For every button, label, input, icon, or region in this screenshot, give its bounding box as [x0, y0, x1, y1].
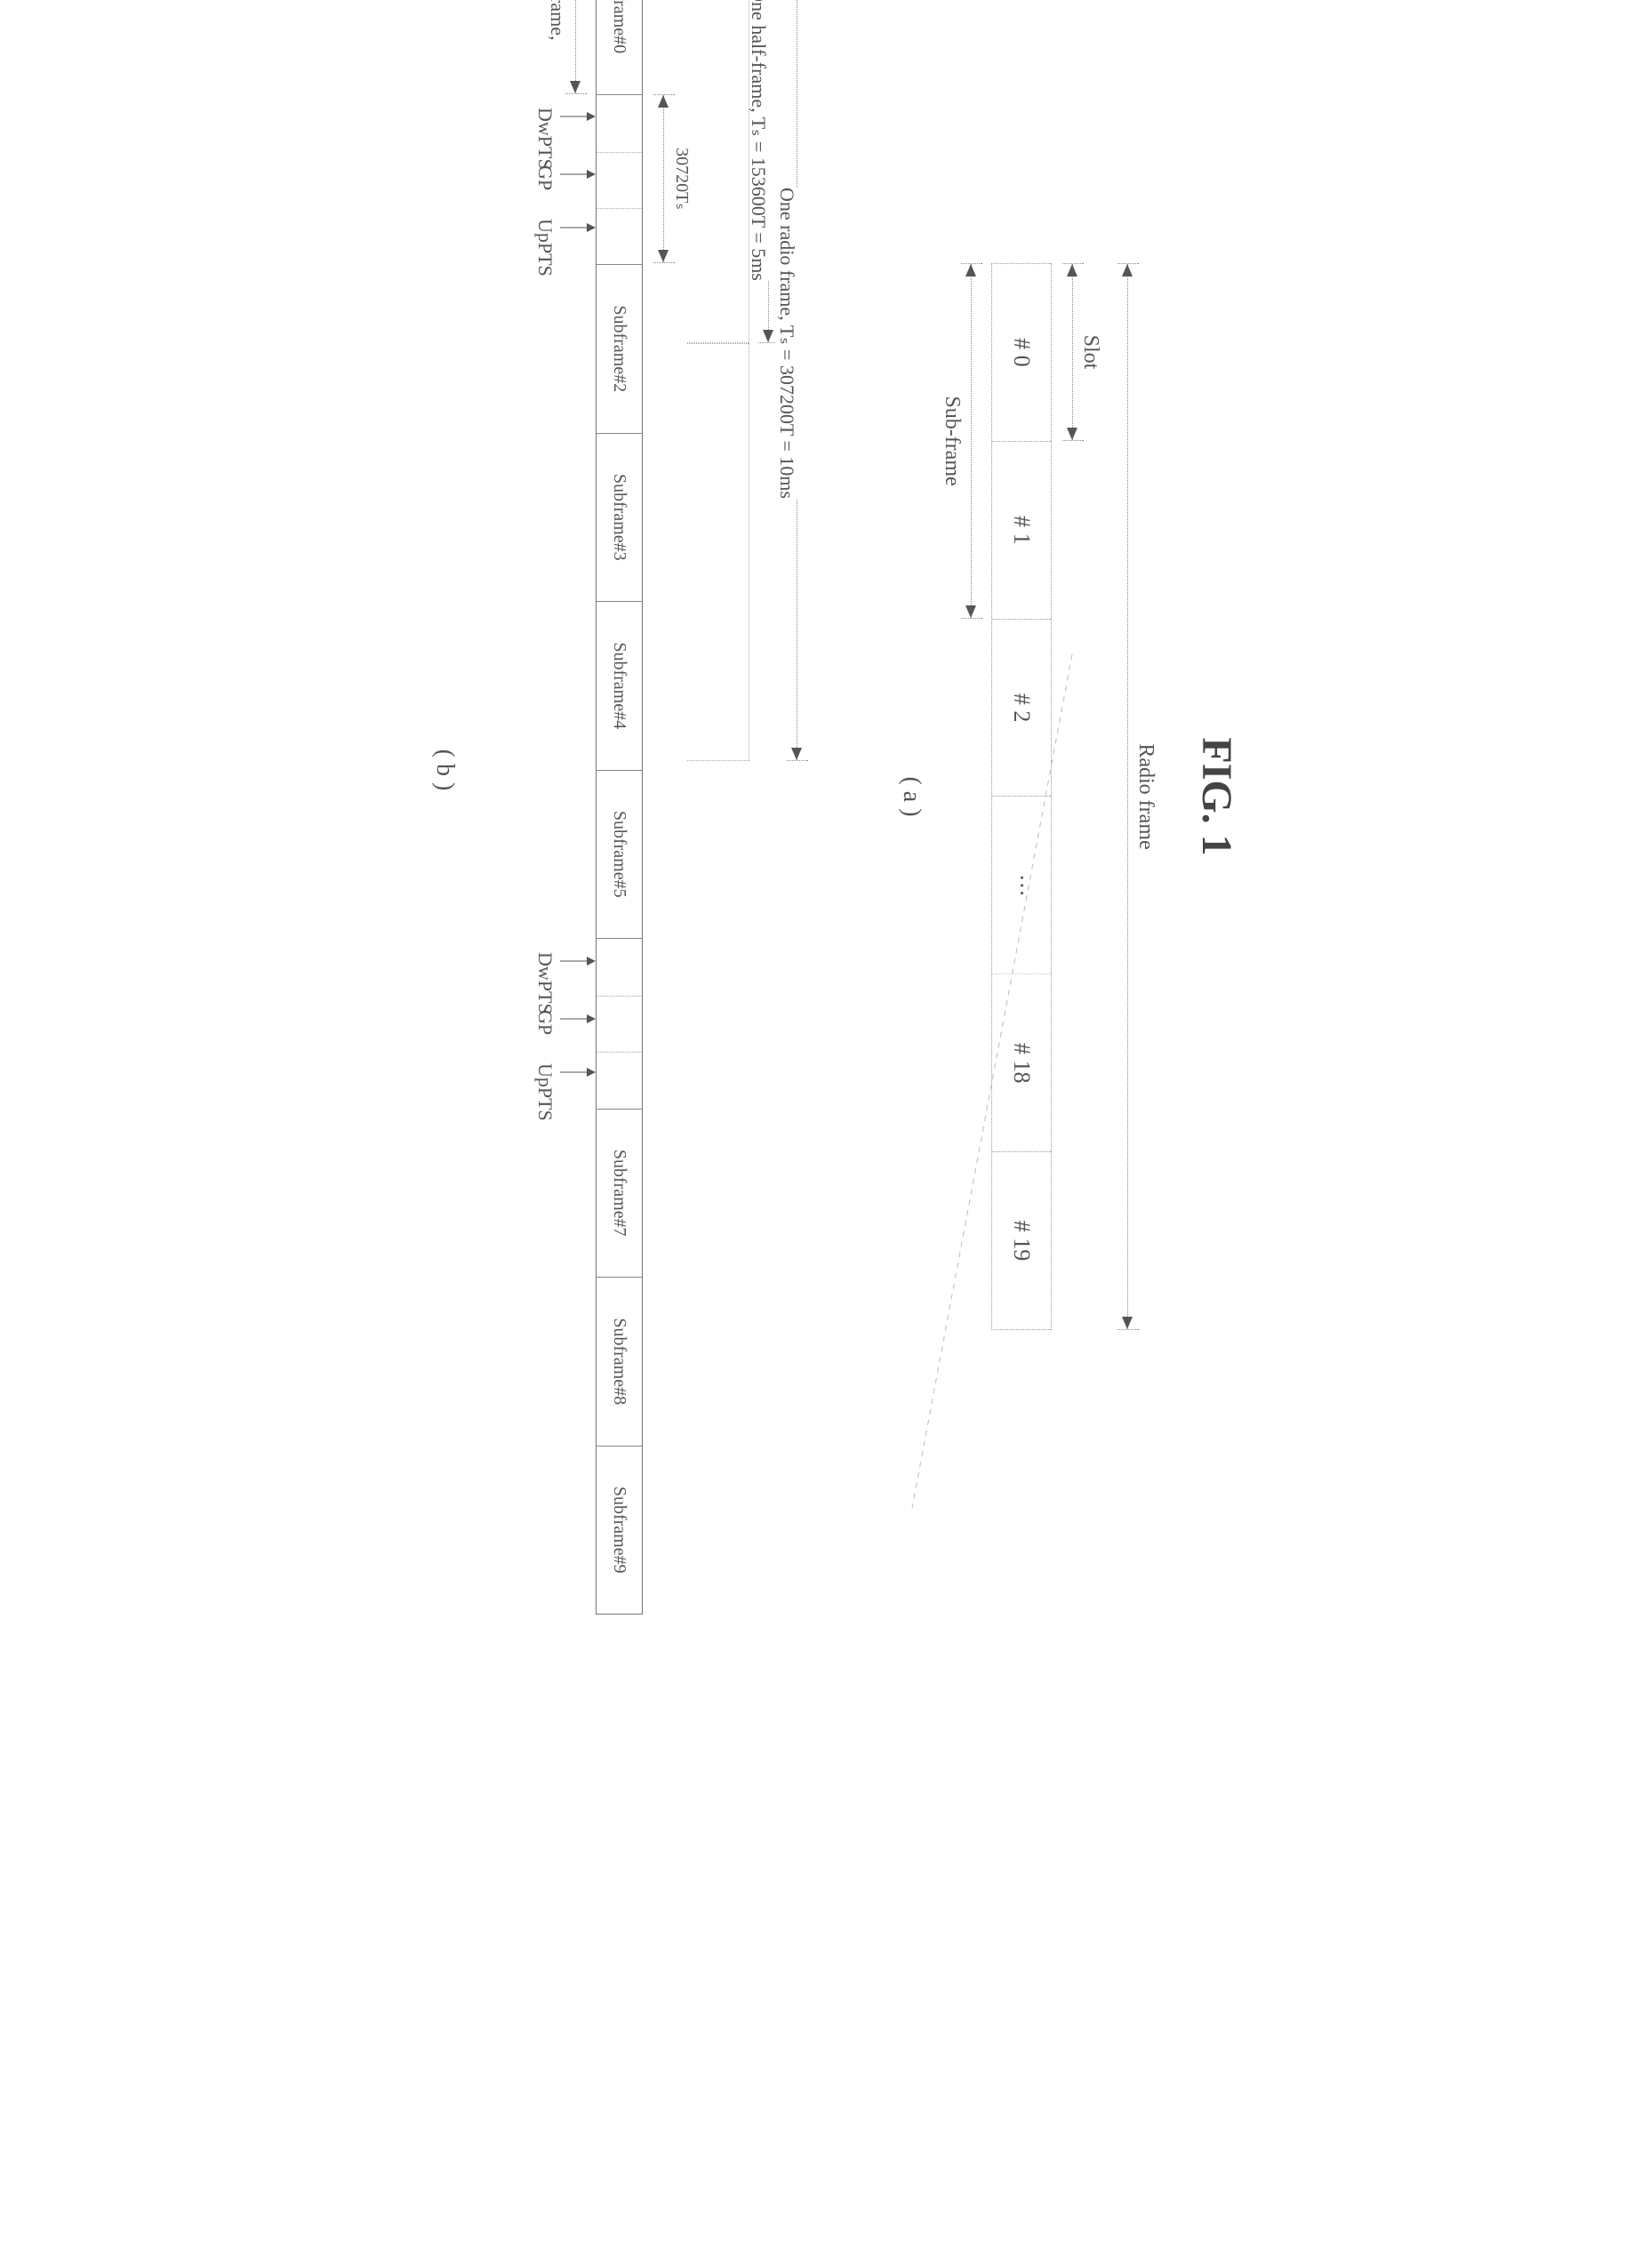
uppts-cell [597, 209, 642, 265]
subframe-cell: Subframe#5 [597, 771, 642, 940]
subframe-cell: Subframe#3 [597, 434, 642, 603]
subframe-cell: Subframe#2 [597, 265, 642, 434]
gp-pointer: GP [533, 165, 596, 190]
b-radio-frame-label: One radio frame, Tₛ = 307200T = 10ms [776, 188, 799, 499]
subframe-row: Subframe#0 Subframe#2 Subframe#3 Subfram… [596, 0, 643, 1615]
subfigure-a: Radio frame Slot # 0 # 1 # 2 ··· # 18 # … [897, 263, 1139, 1330]
slot-ellipsis: ··· [992, 797, 1051, 974]
slot-cell: # 1 [992, 442, 1051, 620]
slot-row: # 0 # 1 # 2 ··· # 18 # 19 [991, 263, 1052, 1330]
gp-cell [597, 997, 642, 1053]
dwpts-cell [597, 939, 642, 997]
figure-title: FIG. 1 [1192, 0, 1241, 1775]
uppts-pointer: UpPTS [533, 1063, 596, 1121]
dwpts-pointer: DwPTS [533, 952, 596, 1014]
b-30720ts-label: 30720Tₛ [672, 148, 694, 210]
slot-cell: # 2 [992, 620, 1051, 797]
subframe-cell: Subframe#7 [597, 1110, 642, 1278]
uppts-cell [597, 1053, 642, 1109]
subframe-cell: Subframe#8 [597, 1278, 642, 1447]
b-half-frame-label: One half-frame, Tₛ = 153600T = 5ms [748, 0, 771, 281]
dwpts-cell [597, 95, 642, 153]
gp-pointer: GP [533, 1010, 596, 1035]
uppts-pointer: UpPTS [533, 219, 596, 276]
subfigure-b: One radio frame, Tₛ = 307200T = 10ms One… [430, 0, 808, 1615]
subframe-cell: Subframe#0 [597, 0, 642, 95]
subframe-label: Sub-frame [941, 396, 965, 485]
slot-cell: # 0 [992, 264, 1051, 442]
subfigure-a-caption: ( a ) [897, 263, 925, 1330]
subframe-cell: Subframe#4 [597, 602, 642, 771]
radio-frame-label: Radio frame [1134, 743, 1158, 849]
one-subframe-label: One subframe, 30720Tₛ [523, 0, 569, 41]
subfigure-b-caption: ( b ) [430, 0, 459, 1615]
dwpts-pointer: DwPTS [533, 108, 596, 170]
slot-label: Slot [1079, 335, 1103, 370]
gp-cell [597, 153, 642, 209]
slot-cell: # 19 [992, 1152, 1051, 1329]
slot-cell: # 18 [992, 974, 1051, 1152]
subframe-cell: Subframe#9 [597, 1447, 642, 1615]
